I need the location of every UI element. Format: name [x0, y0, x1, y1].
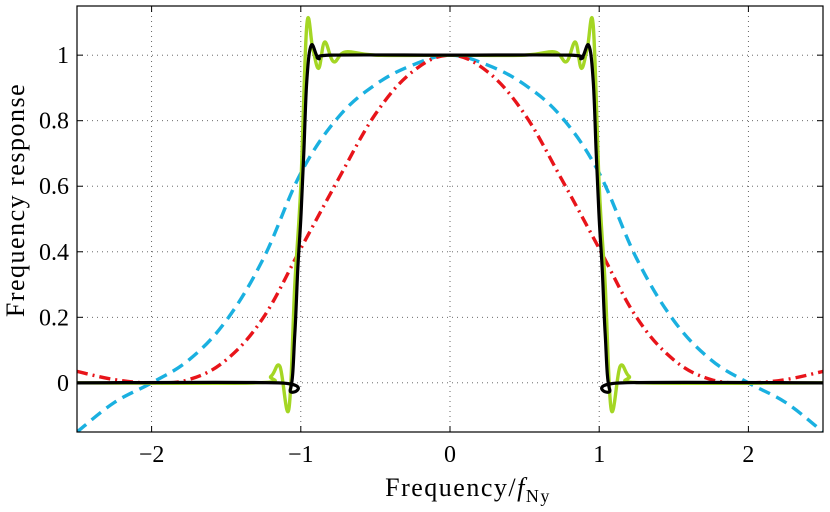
y-tick-label: 0.6 [39, 174, 69, 200]
x-axis-title-text: Frequency/ [385, 473, 517, 502]
y-tick-label: 0.2 [39, 305, 69, 331]
ticks [77, 6, 823, 432]
x-tick-labels: −2 −1 0 1 2 [139, 442, 755, 468]
x-tick-label: 1 [593, 442, 605, 468]
series-line-2 [77, 53, 823, 385]
grid [77, 6, 823, 432]
y-tick-label: 0 [57, 371, 69, 397]
x-tick-label: 0 [444, 442, 456, 468]
x-axis-title-symbol: f [517, 473, 528, 502]
series-layer [77, 15, 823, 432]
x-tick-label: −2 [139, 442, 165, 468]
x-axis-title: Frequency/fNy [385, 473, 551, 506]
x-tick-label: −1 [288, 442, 314, 468]
x-axis-title-subscript: Ny [526, 486, 551, 506]
x-tick-label: 2 [742, 442, 754, 468]
y-tick-labels: 0 0.2 0.4 0.6 0.8 1 [39, 43, 69, 397]
y-axis-title: Frequency response [1, 83, 30, 317]
series-line-4 [77, 43, 823, 394]
plot-frame [76, 5, 824, 433]
y-tick-label: 0.8 [39, 109, 69, 135]
y-tick-label: 0.4 [39, 240, 69, 266]
y-tick-label: 1 [57, 43, 69, 69]
